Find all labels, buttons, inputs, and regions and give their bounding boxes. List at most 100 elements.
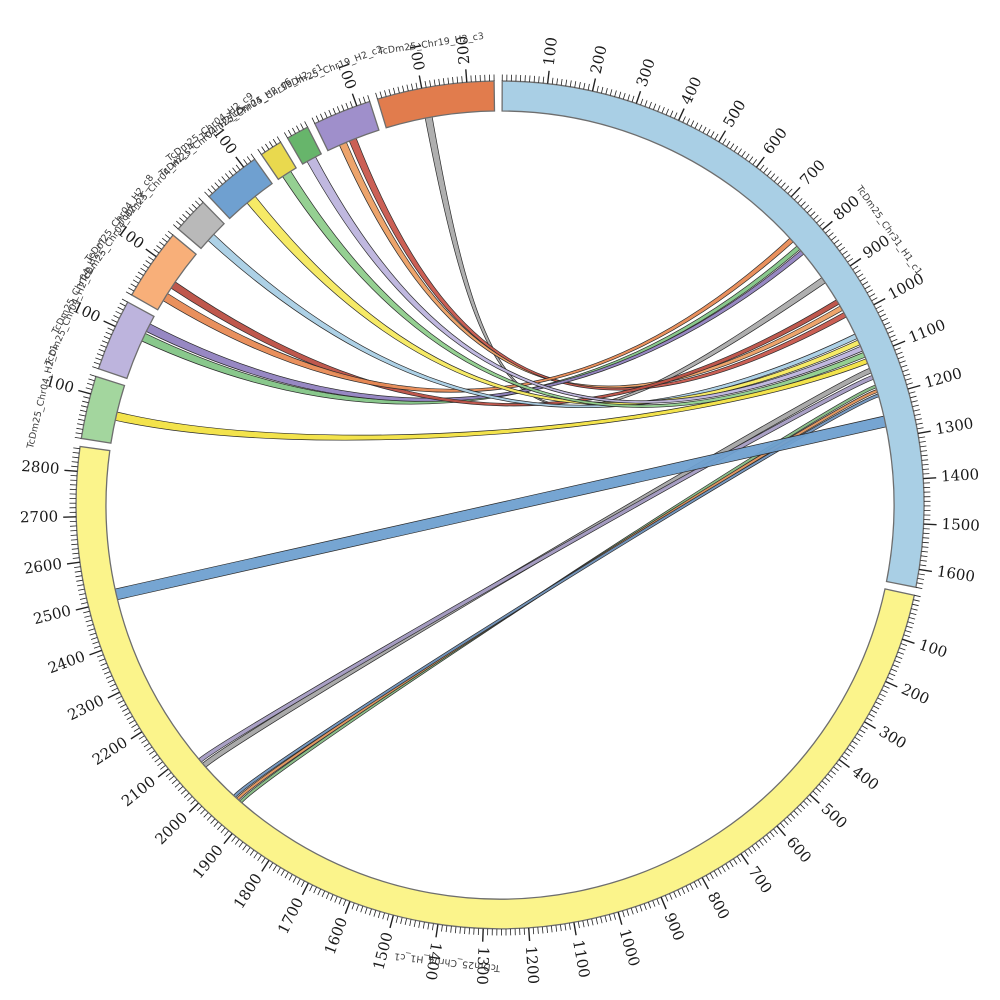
major-tick bbox=[389, 915, 394, 929]
minor-tick bbox=[402, 85, 405, 93]
minor-tick bbox=[71, 461, 79, 463]
minor-tick bbox=[238, 841, 244, 848]
minor-tick bbox=[844, 254, 851, 259]
minor-tick bbox=[121, 298, 128, 303]
minor-tick bbox=[72, 456, 79, 459]
minor-tick bbox=[190, 799, 196, 805]
minor-tick bbox=[896, 351, 903, 355]
minor-tick bbox=[921, 454, 928, 457]
minor-tick bbox=[726, 140, 731, 147]
minor-tick bbox=[920, 555, 928, 557]
minor-tick bbox=[626, 909, 630, 916]
minor-tick bbox=[261, 146, 266, 153]
minor-tick bbox=[182, 214, 188, 219]
minor-tick bbox=[130, 283, 137, 288]
minor-tick bbox=[249, 849, 255, 856]
minor-tick bbox=[721, 866, 726, 873]
minor-tick bbox=[879, 313, 886, 318]
minor-tick bbox=[97, 654, 104, 658]
minor-tick bbox=[268, 862, 274, 869]
minor-tick bbox=[828, 232, 834, 238]
minor-tick bbox=[287, 129, 292, 136]
minor-tick bbox=[160, 765, 166, 770]
minor-tick bbox=[922, 464, 929, 466]
minor-tick bbox=[128, 287, 135, 292]
minor-tick bbox=[796, 807, 802, 813]
tick-label: 2600 bbox=[23, 555, 63, 578]
minor-tick bbox=[871, 297, 878, 302]
minor-tick bbox=[784, 185, 790, 191]
major-tick bbox=[66, 561, 80, 565]
minor-tick bbox=[709, 873, 714, 880]
major-tick bbox=[718, 130, 727, 143]
minor-tick bbox=[231, 836, 237, 842]
minor-tick bbox=[88, 628, 95, 632]
minor-tick bbox=[766, 170, 772, 177]
minor-tick bbox=[74, 437, 82, 439]
major-tick bbox=[89, 649, 102, 656]
minor-tick bbox=[400, 917, 403, 924]
minor-tick bbox=[904, 630, 912, 633]
chromosome-band-c4 bbox=[177, 201, 226, 250]
minor-tick bbox=[276, 136, 281, 143]
minor-tick bbox=[883, 322, 890, 326]
minor-tick bbox=[464, 927, 466, 935]
minor-tick bbox=[665, 108, 669, 116]
minor-tick bbox=[921, 550, 928, 553]
minor-tick bbox=[921, 546, 929, 548]
minor-tick bbox=[119, 704, 126, 708]
minor-tick bbox=[836, 762, 842, 768]
minor-tick bbox=[897, 651, 904, 655]
minor-tick bbox=[122, 708, 129, 712]
major-tick bbox=[864, 721, 876, 730]
minor-tick bbox=[324, 111, 328, 118]
major-tick bbox=[809, 793, 820, 804]
minor-tick bbox=[351, 902, 355, 910]
minor-tick bbox=[698, 124, 703, 131]
tick-label: 600 bbox=[783, 833, 815, 866]
minor-tick bbox=[600, 916, 603, 924]
minor-tick bbox=[694, 122, 699, 129]
minor-tick bbox=[917, 578, 925, 580]
minor-tick bbox=[90, 637, 98, 640]
tick-label: 2000 bbox=[151, 809, 191, 849]
minor-tick bbox=[895, 655, 903, 659]
minor-tick bbox=[847, 258, 854, 263]
minor-tick bbox=[907, 621, 915, 624]
minor-tick bbox=[560, 924, 562, 932]
minor-tick bbox=[833, 239, 840, 245]
minor-tick bbox=[741, 151, 746, 157]
minor-tick bbox=[70, 534, 78, 536]
major-tick bbox=[635, 90, 642, 104]
minor-tick bbox=[468, 927, 470, 935]
minor-tick bbox=[877, 309, 884, 314]
minor-tick bbox=[894, 347, 901, 351]
minor-tick bbox=[702, 126, 707, 133]
minor-tick bbox=[887, 676, 894, 681]
minor-tick bbox=[614, 90, 617, 97]
minor-tick bbox=[80, 602, 88, 605]
chromosome-band-c7 bbox=[286, 126, 323, 165]
minor-tick bbox=[432, 923, 434, 931]
minor-tick bbox=[810, 211, 816, 217]
minor-tick bbox=[605, 88, 608, 95]
minor-tick bbox=[105, 675, 113, 679]
chromosome-band-chr04 bbox=[75, 445, 916, 930]
minor-tick bbox=[409, 919, 412, 926]
minor-tick bbox=[70, 475, 78, 477]
minor-tick bbox=[77, 423, 84, 426]
tick-label: 500 bbox=[719, 97, 749, 131]
major-tick bbox=[235, 156, 245, 168]
major-tick bbox=[145, 248, 157, 258]
synteny-ribbon bbox=[236, 389, 879, 801]
minor-tick bbox=[103, 336, 111, 340]
minor-tick bbox=[661, 106, 665, 114]
minor-tick bbox=[115, 695, 122, 700]
minor-tick bbox=[242, 844, 247, 851]
minor-tick bbox=[135, 275, 142, 280]
minor-tick bbox=[341, 104, 345, 111]
minor-tick bbox=[198, 197, 204, 203]
tick-label: 1900 bbox=[189, 841, 227, 882]
minor-tick bbox=[725, 863, 730, 870]
minor-tick bbox=[311, 117, 316, 124]
